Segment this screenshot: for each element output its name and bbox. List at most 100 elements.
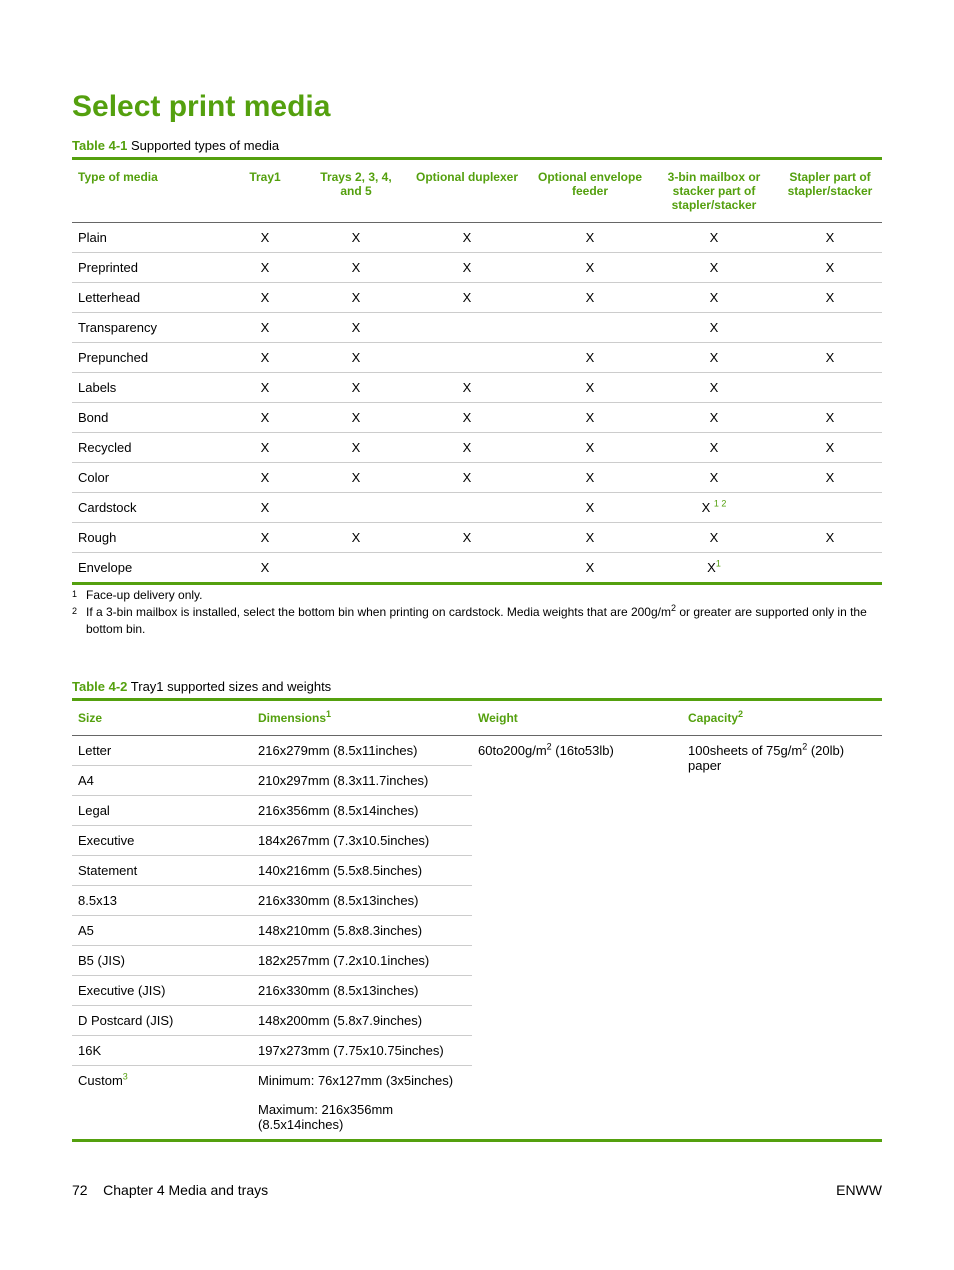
table-cell: X [308,523,404,553]
table-cell: X [778,343,882,373]
table-cell: X1 [650,553,778,584]
table-cell: X [222,523,308,553]
table-cell: X [778,403,882,433]
table-cell: X [404,253,530,283]
table1-footnotes: 1Face-up delivery only.2If a 3-bin mailb… [72,587,882,637]
table-cell: X [530,343,650,373]
table2-header: Dimensions1 [252,700,472,736]
table2-caption: Table 4-2 Tray1 supported sizes and weig… [72,679,882,694]
media-type-name: Prepunched [72,343,222,373]
table1-header: Optional duplexer [404,159,530,223]
dimensions: 148x200mm (5.8x7.9inches) [252,1006,472,1036]
table-cell: X [222,313,308,343]
size-name: Legal [72,796,252,826]
table-cell: X [222,433,308,463]
table-cell: X [650,343,778,373]
page-footer: 72 Chapter 4 Media and trays ENWW [72,1182,882,1198]
footer-right: ENWW [836,1182,882,1198]
table-cell: X [530,373,650,403]
size-name: Letter [72,736,252,766]
table-cell: X [308,373,404,403]
capacity-cell: 100sheets of 75g/m2 (20lb) paper [682,736,882,1141]
size-name: A5 [72,916,252,946]
table-cell: X 1 2 [650,493,778,523]
table-cell: X [650,223,778,253]
table-cell: X [308,433,404,463]
table-row: LetterheadXXXXXX [72,283,882,313]
table-cell: X [778,523,882,553]
table-cell: X [404,403,530,433]
table-row: BondXXXXXX [72,403,882,433]
table-cell: X [404,523,530,553]
table1-header: Stapler part of stapler/stacker [778,159,882,223]
table-cell [778,553,882,584]
table-cell: X [404,433,530,463]
table1-caption: Table 4-1 Supported types of media [72,138,882,153]
table-cell: X [650,313,778,343]
dimensions: 140x216mm (5.5x8.5inches) [252,856,472,886]
size-name: Executive (JIS) [72,976,252,1006]
table-cell: X [404,283,530,313]
table-row: ColorXXXXXX [72,463,882,493]
dimensions: 184x267mm (7.3x10.5inches) [252,826,472,856]
weight-cell: 60to200g/m2 (16to53lb) [472,736,682,1141]
dimensions: 182x257mm (7.2x10.1inches) [252,946,472,976]
dimensions: 148x210mm (5.8x8.3inches) [252,916,472,946]
table1-header: Trays 2, 3, 4, and 5 [308,159,404,223]
media-type-name: Plain [72,223,222,253]
table2-header: Weight [472,700,682,736]
table-cell: X [530,253,650,283]
table-cell: X [308,463,404,493]
table-cell [308,553,404,584]
table-cell: X [650,523,778,553]
table-row: RoughXXXXXX [72,523,882,553]
table1-header: Type of media [72,159,222,223]
table-row: CardstockXXX 1 2 [72,493,882,523]
table-row: LabelsXXXXX [72,373,882,403]
size-name: 16K [72,1036,252,1066]
table-cell: X [404,223,530,253]
media-type-name: Preprinted [72,253,222,283]
table-cell: X [650,283,778,313]
table-cell: X [530,493,650,523]
size-name: Custom3 [72,1066,252,1141]
table-cell: X [308,343,404,373]
table-cell [404,493,530,523]
table-cell: X [222,403,308,433]
media-type-name: Color [72,463,222,493]
table-row: RecycledXXXXXX [72,433,882,463]
table-cell: X [778,253,882,283]
table-cell [778,373,882,403]
table-cell: X [530,433,650,463]
table-tray1-sizes-weights: SizeDimensions1WeightCapacity2Letter216x… [72,698,882,1142]
table-cell: X [530,553,650,584]
media-type-name: Recycled [72,433,222,463]
dimensions: 210x297mm (8.3x11.7inches) [252,766,472,796]
table-cell: X [530,523,650,553]
table-cell: X [778,463,882,493]
size-name: A4 [72,766,252,796]
table-cell: X [222,343,308,373]
table-supported-media-types: Type of mediaTray1Trays 2, 3, 4, and 5Op… [72,157,882,585]
table-cell: X [404,463,530,493]
size-name: D Postcard (JIS) [72,1006,252,1036]
table-cell: X [308,283,404,313]
dimensions: Maximum: 216x356mm (8.5x14inches) [252,1095,472,1141]
media-type-name: Labels [72,373,222,403]
table-cell: X [222,553,308,584]
table-cell [530,313,650,343]
dimensions: Minimum: 76x127mm (3x5inches) [252,1066,472,1096]
table-cell: X [530,463,650,493]
table-cell [308,493,404,523]
media-type-name: Rough [72,523,222,553]
table-cell: X [650,403,778,433]
media-type-name: Cardstock [72,493,222,523]
table-cell: X [308,403,404,433]
table-cell: X [308,223,404,253]
table-cell: X [530,283,650,313]
table-cell: X [650,463,778,493]
size-name: 8.5x13 [72,886,252,916]
footer-left: 72 Chapter 4 Media and trays [72,1182,268,1198]
table-row: Letter216x279mm (8.5x11inches)60to200g/m… [72,736,882,766]
table-cell: X [308,313,404,343]
